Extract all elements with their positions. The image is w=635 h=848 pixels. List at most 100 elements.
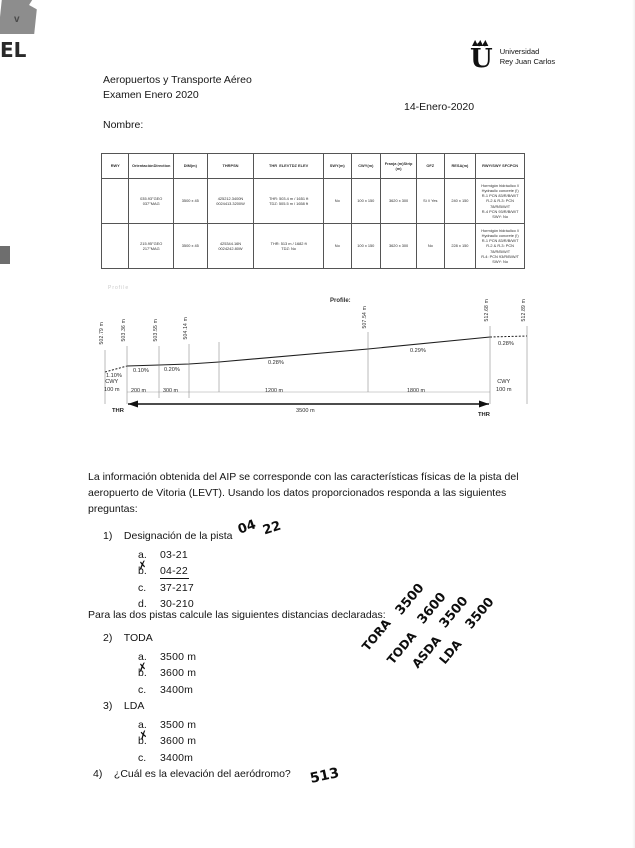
option-value: 03-21 [160, 549, 188, 561]
distance-label: 1800 m [407, 388, 425, 394]
cell-dim: 3500 x 45 [172, 223, 208, 269]
option-row[interactable]: b. 04-22 [138, 563, 194, 579]
question-2-number: 2) [103, 632, 113, 644]
table-row: 215.95°GEO 217°MAG 3500 x 45 425344.16N … [100, 223, 525, 269]
option-row[interactable]: b. 3600 m [138, 733, 196, 749]
scan-artifact-letter: v [14, 14, 20, 25]
scan-artifact-text: EL [0, 38, 27, 62]
table-row: 035.93°GEO 037°MAG 3500 x 45 425212.3400… [100, 178, 525, 224]
option-row[interactable]: a. 3500 m [138, 649, 196, 665]
cwy-left-value: 100 m [104, 387, 120, 394]
cell-thr-elev: THR: 513 m / 1682 ft TDZ: No [253, 223, 325, 269]
course-title: Aeropuertos y Transporte Aéreo [103, 74, 252, 86]
option-key: a. [138, 651, 147, 663]
option-value: 3500 m [160, 651, 197, 663]
option-value: 3600 m [160, 667, 197, 680]
col-orientation: OrientaciónDirection [128, 153, 174, 179]
question-2-text: TODA [123, 632, 153, 644]
question-4-text: ¿Cuál es la elevación del aeródromo? [113, 768, 291, 780]
logo-line-1: Universidad [499, 46, 540, 56]
option-row[interactable]: c. 37-217 [138, 580, 194, 596]
logo-wordmark: Universidad Rey Juan Carlos [500, 47, 555, 67]
option-key: c. [138, 683, 147, 696]
col-thr-psn: THRPSN [206, 153, 255, 179]
question-1-text: Designación de la pista [123, 530, 233, 542]
cell-resa: 228 x 150 [443, 223, 477, 269]
question-3: 3) LDA [103, 700, 144, 712]
cell-orientation: 215.95°GEO 217°MAG [128, 223, 174, 269]
cell-thr-psn: 425212.3400N 0024413.3200W [206, 178, 255, 224]
option-key: b. [138, 667, 147, 680]
profile-cwy-right-dash [489, 335, 528, 338]
option-value: 3600 m [160, 735, 197, 748]
cell-rwy [100, 178, 130, 224]
thr-left-label: THR [112, 408, 124, 414]
arrow-head-left [128, 400, 138, 408]
option-key: b. [138, 735, 147, 748]
option-row[interactable]: a. 03-21 [138, 547, 194, 563]
distance-label: 300 m [163, 388, 178, 394]
distance-label: 1200 m [265, 388, 283, 394]
total-distance-label: 3500 m [296, 408, 315, 414]
option-key: c. [138, 581, 147, 594]
col-resa: RESA(m) [443, 153, 477, 179]
name-field-label: Nombre: [103, 119, 144, 131]
option-row[interactable]: d. 30-210 [138, 596, 194, 612]
handwriting-q1-note-1: 04 [235, 517, 259, 538]
intro-paragraph: La información obtenida del AIP se corre… [88, 471, 519, 515]
question-4-number: 4) [93, 768, 103, 780]
aip-runway-table: RWY OrientaciónDirection DIM(m) THRPSN T… [100, 153, 525, 269]
cell-sfc-pcn: Hormigón hidráulico // Hydraulic concret… [475, 223, 525, 269]
cwy-left-label: CWY 100 m [104, 378, 120, 395]
option-row[interactable]: b. 3600 m [138, 665, 196, 681]
exam-title: Examen Enero 2020 [103, 89, 199, 102]
cwy-right-text: CWY [497, 379, 511, 385]
question-1-number: 1) [103, 530, 113, 542]
cell-swy: No [323, 178, 352, 224]
col-cwy: CWY(m) [350, 153, 382, 179]
col-swy: SWY(m) [323, 153, 352, 179]
option-key: a. [138, 549, 147, 561]
section-2-intro: Para las dos pistas calcule las siguient… [88, 609, 386, 621]
cell-ofz: Sí // Yes [416, 178, 445, 224]
cell-orientation: 035.93°GEO 037°MAG [128, 178, 174, 224]
cwy-right-value: 100 m [496, 387, 512, 394]
logo-u-glyph: Ü [470, 44, 493, 74]
cell-ofz: No [416, 223, 445, 269]
cell-cwy: 100 x 150 [350, 178, 382, 224]
option-row[interactable]: c. 3400m [138, 750, 196, 766]
profile-ghost-text: Profile [108, 285, 130, 291]
cell-resa: 240 x 150 [443, 178, 477, 224]
question-3-text: LDA [123, 700, 145, 712]
arrow-head-right [479, 400, 489, 408]
logo-line-2: Rey Juan Carlos [499, 57, 556, 66]
elevation-label: 502.79 m [99, 322, 105, 345]
scan-artifact-left-bottom [0, 246, 10, 264]
slope-label: 0.29% [410, 348, 426, 354]
option-key: a. [138, 719, 147, 731]
cwy-right-label: CWY 100 m [496, 378, 512, 395]
scan-edge-shadow [632, 0, 635, 848]
option-value: 37-217 [160, 581, 194, 594]
distance-label: 200 m [131, 388, 146, 394]
elevation-label: 512.89 m [521, 299, 527, 322]
cell-cwy: 100 x 150 [350, 223, 382, 269]
runway-profile-diagram: 502.79 m 503.36 m 503.55 m 504.14 m 507.… [99, 299, 535, 440]
cell-swy: No [323, 223, 352, 269]
option-key: d. [138, 597, 147, 610]
question-3-options: a. 3500 m b. 3600 m c. 3400m [138, 717, 196, 766]
slope-label: 0.28% [498, 341, 514, 347]
option-value: 3400m [160, 683, 194, 696]
option-row[interactable]: a. 3500 m [138, 717, 196, 733]
profile-surface-line [126, 336, 491, 367]
handwriting-q4-answer: 513 [308, 765, 341, 787]
option-key: b. [138, 565, 147, 578]
cell-thr-psn: 425344.16N 0024242.80W [206, 223, 255, 269]
profile-cwy-left-dash [104, 365, 128, 373]
col-thr-elev: THR ELEVTDZ ELEV [253, 153, 325, 179]
option-row[interactable]: c. 3400m [138, 682, 196, 698]
elevation-label: 504.14 m [183, 317, 189, 340]
option-value: 30-210 [160, 597, 194, 610]
question-1-options: a. 03-21 b. 04-22 c. 37-217 d. 30-210 [138, 547, 194, 612]
university-logo: ▲▲▲ Ü Universidad Rey Juan Carlos [470, 38, 555, 72]
